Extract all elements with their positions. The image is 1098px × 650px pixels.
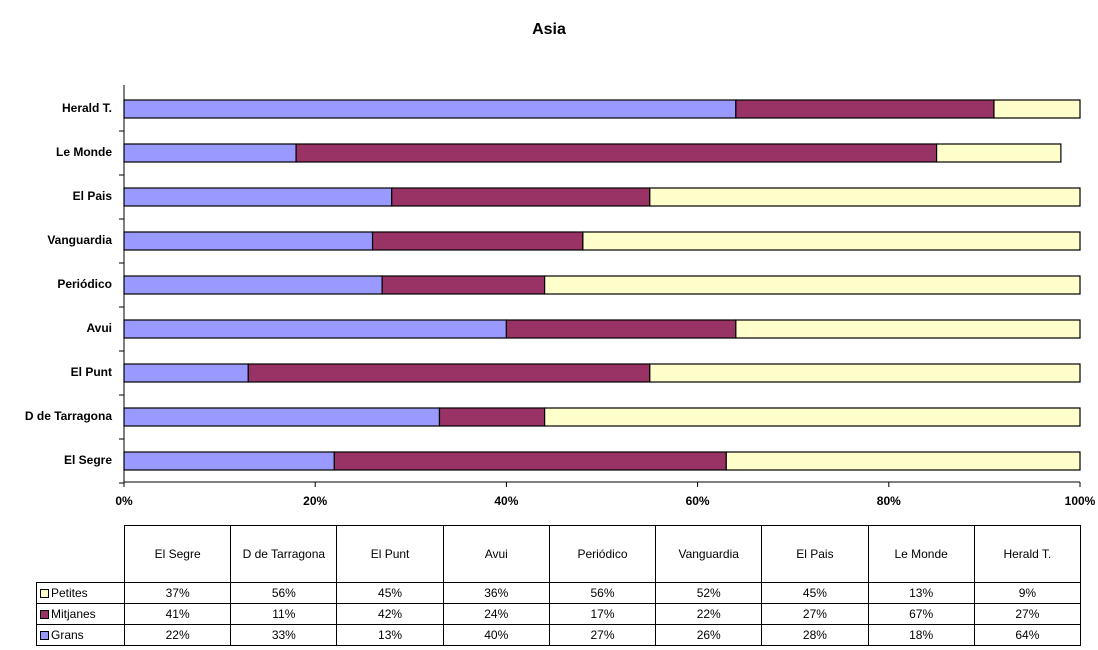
series-row: Petites 37% 56% 45% 36% 56% 52% 45% 13% 9% bbox=[36, 582, 1081, 604]
bar-segment bbox=[123, 451, 335, 471]
legend-label: Petites bbox=[51, 586, 88, 600]
bar-segment bbox=[735, 99, 995, 119]
bar-segment bbox=[381, 275, 546, 295]
y-tick-label: El Segre bbox=[64, 453, 112, 467]
column-header: Vanguardia bbox=[655, 525, 763, 583]
legend-cell: Petites bbox=[36, 582, 125, 604]
value-cell: 64% bbox=[973, 624, 1081, 646]
bar-segment bbox=[247, 363, 651, 383]
x-tick-label: 60% bbox=[686, 494, 710, 508]
legend-label: Mitjanes bbox=[51, 607, 96, 621]
x-tick-label: 20% bbox=[303, 494, 327, 508]
value-cell: 24% bbox=[442, 603, 550, 625]
column-header: El Segre bbox=[123, 525, 232, 583]
value-cell: 42% bbox=[336, 603, 444, 625]
bar-segment bbox=[725, 451, 1081, 471]
bar-segment bbox=[123, 275, 383, 295]
bar-segment bbox=[333, 451, 727, 471]
value-cell: 52% bbox=[655, 582, 763, 604]
bar-segment bbox=[123, 407, 441, 427]
value-cell: 13% bbox=[867, 582, 975, 604]
value-cell: 27% bbox=[548, 624, 657, 646]
series-row: Grans 22% 33% 13% 40% 27% 26% 28% 18% 64% bbox=[36, 624, 1081, 646]
bar-segment bbox=[582, 231, 1081, 251]
value-cell: 36% bbox=[442, 582, 550, 604]
x-tick-label: 100% bbox=[1065, 494, 1096, 508]
value-cell: 27% bbox=[761, 603, 869, 625]
bar-segment bbox=[993, 99, 1081, 119]
header-row: El Segre D de Tarragona El Punt Avui Periódi… bbox=[37, 525, 1081, 583]
y-tick-label: Herald T. bbox=[62, 101, 112, 115]
y-tick-label: D de Tarragona bbox=[25, 409, 112, 423]
x-tick-label: 0% bbox=[115, 494, 133, 508]
data-table: El Segre D de Tarragona El Punt Avui Periódi… bbox=[36, 525, 1081, 646]
legend-cell: Grans bbox=[36, 624, 125, 646]
column-header: El Punt bbox=[336, 525, 444, 583]
value-cell: 67% bbox=[867, 603, 975, 625]
bar-segment bbox=[123, 99, 737, 119]
value-cell: 56% bbox=[230, 582, 338, 604]
bar-segment bbox=[505, 319, 737, 339]
legend-key bbox=[40, 610, 49, 620]
bar-segment bbox=[544, 275, 1081, 295]
bar-segment bbox=[935, 143, 1062, 163]
legend-cell: Mitjanes bbox=[36, 603, 125, 625]
bar-segment bbox=[391, 187, 651, 207]
legend-label: Grans bbox=[51, 628, 84, 642]
bar-segment bbox=[544, 407, 1081, 427]
bar-segment bbox=[123, 143, 297, 163]
legend-key bbox=[40, 631, 49, 641]
bar-segment bbox=[735, 319, 1081, 339]
bar-segment bbox=[649, 187, 1081, 207]
series-row: Mitjanes 41% 11% 42% 24% 17% 22% 27% 67% 27% bbox=[36, 603, 1081, 625]
x-tick-label: 80% bbox=[877, 494, 901, 508]
x-tick-label: 40% bbox=[494, 494, 518, 508]
y-tick-label: Periódico bbox=[57, 277, 112, 291]
bar-segment bbox=[123, 231, 374, 251]
y-tick-label: El Punt bbox=[71, 365, 112, 379]
bar-segment bbox=[295, 143, 938, 163]
column-header: Periódico bbox=[548, 525, 657, 583]
bar-segment bbox=[438, 407, 546, 427]
y-tick-label: Vanguardia bbox=[47, 233, 112, 247]
bar-segment bbox=[123, 319, 507, 339]
y-tick-label: Le Monde bbox=[56, 145, 112, 159]
value-cell: 45% bbox=[336, 582, 444, 604]
chart-title: Asia bbox=[532, 21, 566, 38]
column-header: Le Monde bbox=[867, 525, 975, 583]
column-header: D de Tarragona bbox=[230, 525, 338, 583]
value-cell: 22% bbox=[655, 603, 763, 625]
bar-segment bbox=[649, 363, 1081, 383]
y-tick-label: Avui bbox=[86, 321, 112, 335]
bar-segment bbox=[371, 231, 584, 251]
value-cell: 56% bbox=[548, 582, 657, 604]
value-cell: 33% bbox=[230, 624, 338, 646]
corner bbox=[37, 526, 125, 583]
chart: Asia 0% 20% 40% 60% 80% 100% El Segre D de Tarr… bbox=[25, 21, 1096, 508]
value-cell: 13% bbox=[336, 624, 444, 646]
value-cell: 41% bbox=[123, 603, 232, 625]
value-cell: 22% bbox=[123, 624, 232, 646]
y-tick-label: El Pais bbox=[73, 189, 113, 203]
value-cell: 27% bbox=[973, 603, 1081, 625]
value-cell: 26% bbox=[655, 624, 763, 646]
bar-segment bbox=[123, 187, 393, 207]
value-cell: 11% bbox=[230, 603, 338, 625]
value-cell: 17% bbox=[548, 603, 657, 625]
value-cell: 45% bbox=[761, 582, 869, 604]
value-cell: 40% bbox=[442, 624, 550, 646]
column-header: El Pais bbox=[761, 525, 869, 583]
value-cell: 37% bbox=[123, 582, 232, 604]
column-header: Herald T. bbox=[973, 525, 1081, 583]
column-header: Avui bbox=[442, 525, 550, 583]
value-cell: 18% bbox=[867, 624, 975, 646]
legend-key bbox=[40, 589, 49, 599]
value-cell: 9% bbox=[973, 582, 1081, 604]
value-cell: 28% bbox=[761, 624, 869, 646]
bar-segment bbox=[123, 363, 249, 383]
